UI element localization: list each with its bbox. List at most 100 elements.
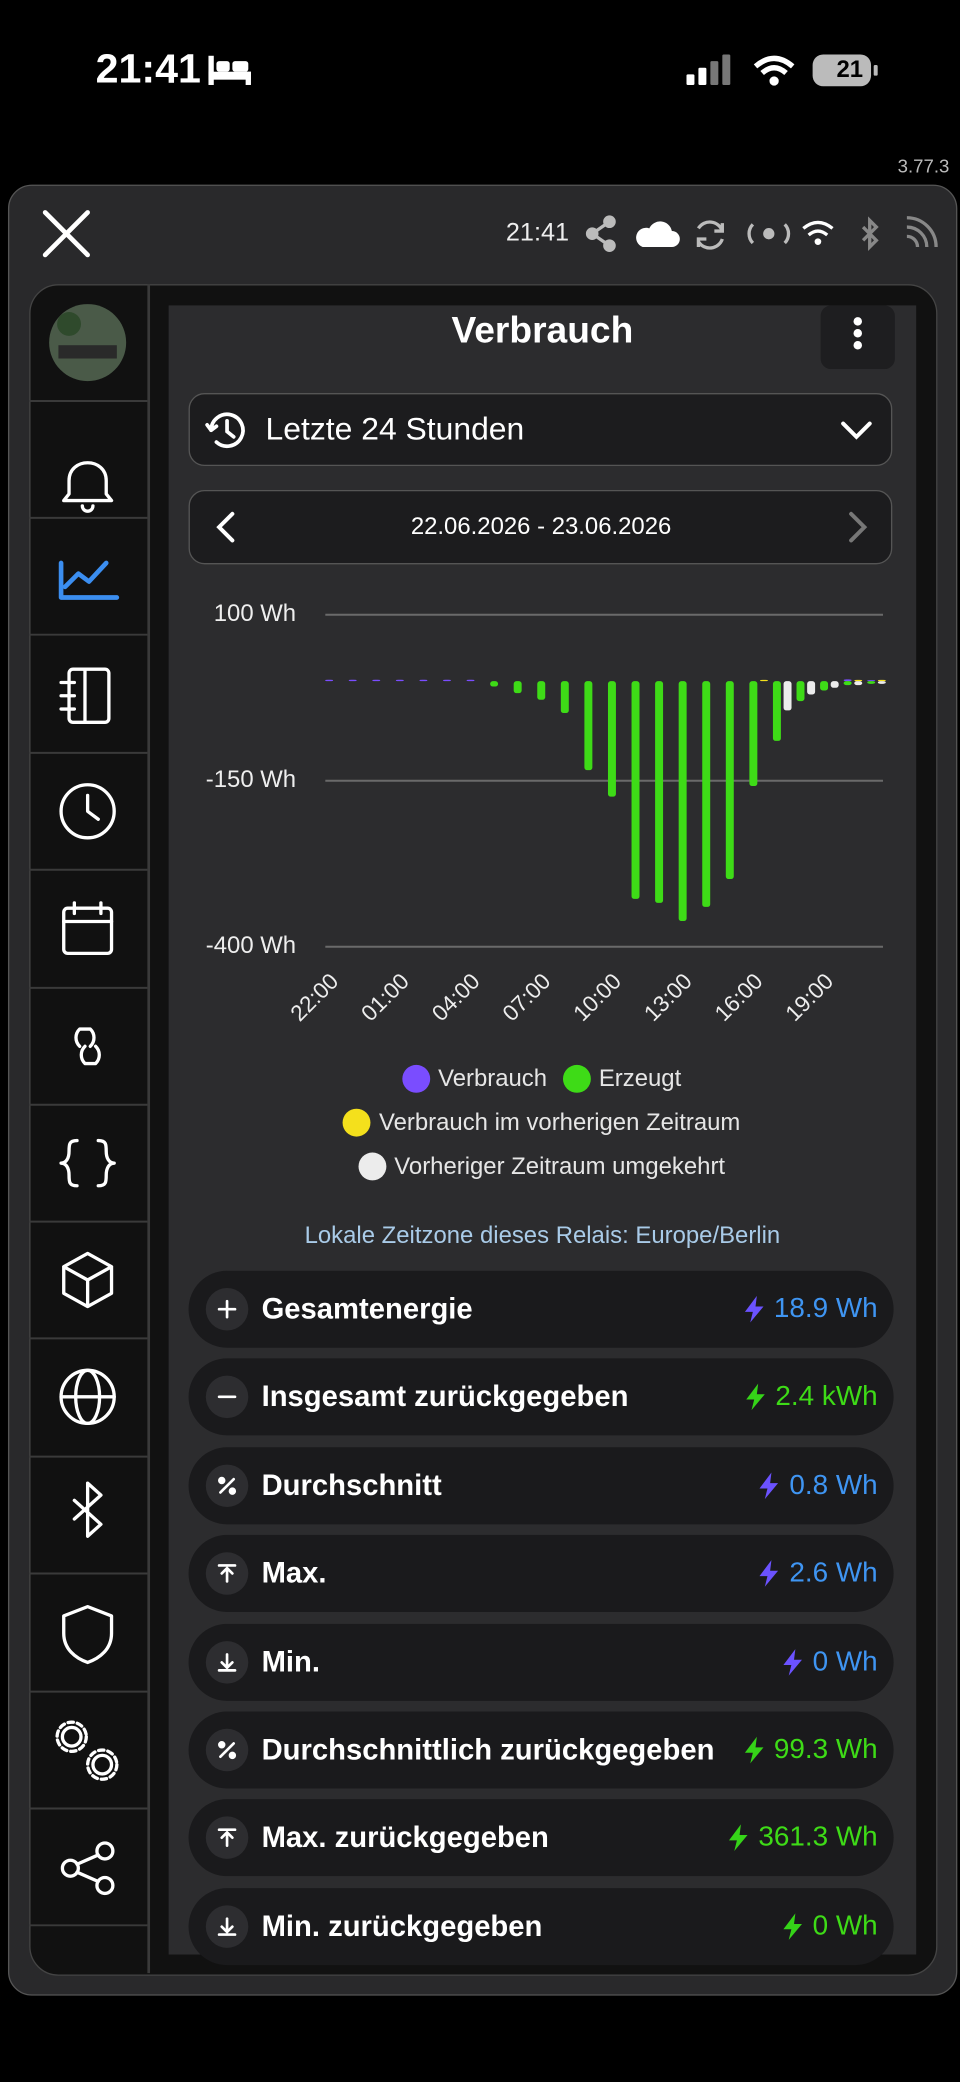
icon bbox=[218, 1741, 237, 1760]
bar bbox=[513, 681, 522, 694]
stat-label: Insgesamt zurückgegeben bbox=[261, 1380, 629, 1414]
x-tick-label: 01:00 bbox=[356, 968, 414, 1026]
stat-icon bbox=[205, 1287, 249, 1331]
chevron-down bbox=[841, 421, 872, 440]
bar bbox=[877, 679, 886, 682]
bar bbox=[466, 679, 475, 682]
bolt-icon bbox=[746, 1384, 765, 1411]
icon bbox=[217, 1652, 237, 1672]
stat-row: Durchschnitt 0.8 Wh bbox=[188, 1447, 894, 1525]
next-button[interactable] bbox=[844, 510, 871, 545]
icon bbox=[217, 1396, 237, 1399]
battery-level: 21 bbox=[836, 55, 864, 83]
legend-item: Verbrauch im vorherigen Zeitraum bbox=[343, 1106, 740, 1138]
stat-label: Gesamtenergie bbox=[261, 1291, 473, 1326]
stat-value: 99.3 Wh bbox=[773, 1734, 878, 1765]
legend-swatch bbox=[358, 1151, 387, 1180]
status-icons bbox=[686, 54, 878, 87]
date-range: 22.06.2026 - 23.06.2026 bbox=[410, 512, 672, 540]
menu-button[interactable] bbox=[820, 305, 895, 370]
bolt-icon bbox=[783, 1913, 802, 1940]
stat-row: Gesamtenergie 18.9 Wh bbox=[188, 1270, 894, 1348]
stat-label: Durchschnitt bbox=[261, 1468, 442, 1502]
bar bbox=[678, 681, 687, 922]
bar bbox=[419, 679, 428, 682]
bar bbox=[759, 679, 768, 682]
bar bbox=[725, 681, 734, 880]
legend-item: Erzeugt bbox=[562, 1062, 682, 1094]
legend-label: Verbrauch im vorherigen Zeitraum bbox=[379, 1108, 741, 1135]
date-navigator bbox=[188, 489, 893, 565]
sidebar bbox=[29, 304, 148, 1927]
stat-row: Insgesamt zurückgegeben 2.4 kWh bbox=[188, 1358, 894, 1436]
stat-row: Max. zurückgegeben 361.3 Wh bbox=[188, 1799, 894, 1877]
legend-label: Erzeugt bbox=[598, 1064, 682, 1091]
bar bbox=[843, 679, 852, 682]
stat-value-wrap: 0.8 Wh bbox=[757, 1470, 878, 1502]
stat-value-wrap: 0 Wh bbox=[781, 1646, 878, 1678]
bar bbox=[348, 679, 357, 682]
x-tick-label: 19:00 bbox=[781, 968, 839, 1026]
bar bbox=[560, 681, 569, 714]
legend-swatch bbox=[402, 1064, 431, 1093]
stat-value: 2.6 Wh bbox=[789, 1557, 878, 1589]
icon bbox=[218, 1476, 237, 1495]
bar bbox=[442, 679, 451, 682]
x-tick-label: 13:00 bbox=[639, 968, 697, 1026]
stat-icon bbox=[205, 1816, 249, 1860]
stat-row: Min. zurückgegeben 0 Wh bbox=[188, 1887, 894, 1965]
bar bbox=[702, 681, 711, 907]
stat-row: Max. 2.6 Wh bbox=[188, 1535, 894, 1613]
stat-value-wrap: 2.4 kWh bbox=[744, 1381, 878, 1413]
stat-value: 361.3 Wh bbox=[758, 1822, 878, 1853]
period-dropdown[interactable] bbox=[188, 393, 893, 467]
bar bbox=[631, 681, 640, 899]
stat-value: 18.9 Wh bbox=[773, 1293, 878, 1324]
stat-value-wrap: 99.3 Wh bbox=[742, 1734, 878, 1766]
timezone-note: Lokale Zeitzone dieses Relais: Europe/Be… bbox=[304, 1221, 781, 1249]
bolt-icon bbox=[760, 1560, 779, 1587]
bar bbox=[372, 679, 381, 682]
stat-icon bbox=[205, 1728, 249, 1772]
stat-label: Min. bbox=[261, 1644, 320, 1678]
stat-icon bbox=[205, 1640, 249, 1684]
y-tick-label: -400 Wh bbox=[206, 932, 296, 959]
x-tick-label: 10:00 bbox=[569, 968, 627, 1026]
y-tick-label: -150 Wh bbox=[206, 766, 296, 793]
stat-row: Min. 0 Wh bbox=[188, 1623, 894, 1701]
version: 3.77.3 bbox=[897, 155, 950, 177]
stat-label: Min. zurückgegeben bbox=[261, 1909, 543, 1943]
bar bbox=[830, 681, 839, 688]
stat-value-wrap: 0 Wh bbox=[781, 1910, 878, 1942]
x-tick-label: 04:00 bbox=[427, 968, 485, 1026]
legend-item: Verbrauch bbox=[402, 1062, 547, 1094]
stat-label: Durchschnittlich zurückgegeben bbox=[261, 1732, 715, 1766]
legend: Verbrauch Erzeugt Verbrauch im vorherigen … bbox=[256, 1062, 827, 1182]
legend-swatch bbox=[343, 1108, 372, 1136]
close-button[interactable] bbox=[40, 207, 93, 260]
x-tick-label: 07:00 bbox=[498, 968, 556, 1026]
page-title: Verbrauch bbox=[451, 309, 634, 351]
bolt-icon bbox=[744, 1295, 764, 1323]
stat-value-wrap: 361.3 Wh bbox=[726, 1822, 878, 1854]
legend-label: Vorheriger Zeitraum umgekehrt bbox=[394, 1151, 726, 1179]
stat-value-wrap: 18.9 Wh bbox=[742, 1293, 878, 1325]
stat-label: Max. zurückgegeben bbox=[261, 1820, 549, 1855]
bar bbox=[854, 681, 863, 686]
stat-icon bbox=[205, 1552, 249, 1595]
stat-value: 2.4 kWh bbox=[775, 1381, 878, 1412]
y-tick-label: 100 Wh bbox=[214, 600, 296, 627]
bar bbox=[867, 680, 876, 682]
prev-button[interactable] bbox=[212, 510, 239, 545]
sidebar-divider bbox=[147, 284, 150, 1974]
legend-label: Verbrauch bbox=[438, 1064, 548, 1091]
sleep-icon bbox=[208, 55, 251, 85]
bar bbox=[772, 681, 781, 741]
bar bbox=[843, 681, 852, 686]
icon bbox=[217, 1299, 237, 1319]
bolt-icon bbox=[783, 1648, 802, 1676]
bar bbox=[854, 679, 863, 682]
bolt-icon bbox=[744, 1736, 764, 1764]
bar bbox=[490, 681, 499, 687]
toolbar-icons bbox=[585, 215, 938, 252]
